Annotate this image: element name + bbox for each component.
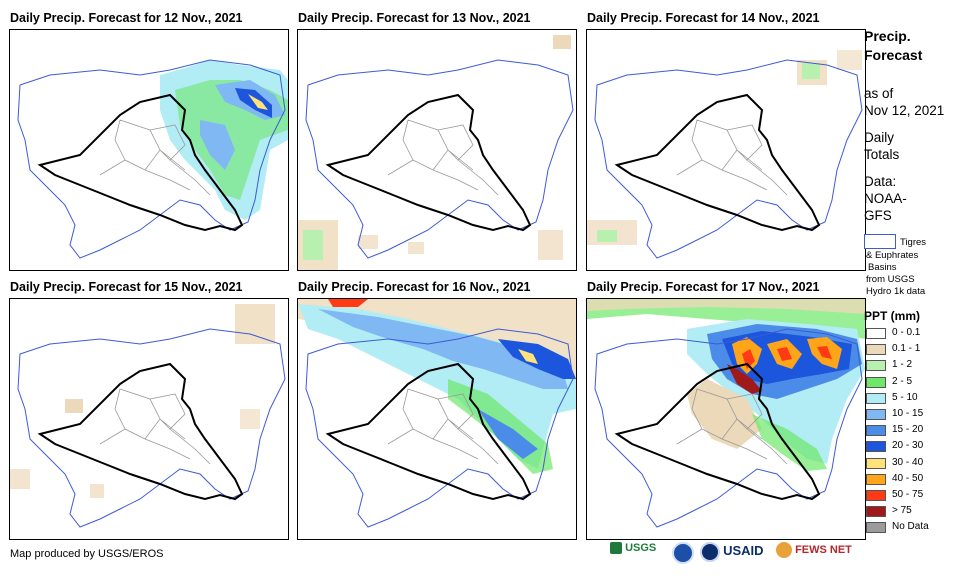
usaid-logo: USAID: [700, 542, 764, 562]
legend-label: No Data: [892, 521, 929, 533]
fews-net-logo: FEWS NET: [776, 542, 852, 558]
legend-label: 1 - 2: [892, 359, 913, 371]
usaid-seal-icon: [700, 542, 720, 562]
usgs-logo-text: USGS: [625, 542, 657, 554]
legend-swatch: [866, 376, 886, 388]
sidebar-title-line1: Precip.: [864, 28, 911, 44]
legend-label: 10 - 15: [892, 408, 924, 419]
legend-swatch: [866, 441, 886, 453]
usgs-logo-icon: [610, 542, 622, 555]
sidebar-data-line2: NOAA-: [864, 191, 907, 206]
legend-label: 15 - 20: [892, 424, 924, 436]
noaa-logo-icon: [672, 542, 694, 567]
legend-swatch: [866, 457, 886, 469]
legend-swatch: [866, 522, 886, 534]
legend-label: 30 - 40: [892, 456, 924, 468]
sidebar-daily-line2: Totals: [864, 147, 900, 162]
legend-label: 2 - 5: [892, 375, 913, 387]
legend-swatch: [866, 392, 886, 404]
sidebar-daily-line1: Daily: [864, 130, 895, 145]
forecast-map-13nov: [297, 29, 577, 271]
legend-swatch: [866, 360, 886, 372]
legend-label: 20 - 30: [892, 440, 924, 452]
legend-swatch: [866, 344, 886, 356]
legend-swatch: [866, 425, 886, 437]
legend-swatch: [866, 506, 886, 518]
legend-label: > 75: [892, 505, 912, 517]
sidebar-asof: as of Nov 12, 2021: [864, 85, 944, 119]
basin-legend-line1: Tigres: [900, 237, 927, 248]
sidebar-data-line1: Data:: [864, 174, 897, 189]
forecast-map-16nov: [297, 298, 577, 540]
panel-title-17nov: Daily Precip. Forecast for 17 Nov., 2021: [587, 280, 820, 294]
usaid-logo-text: USAID: [723, 542, 764, 558]
legend-label: 40 - 50: [892, 472, 924, 484]
sidebar-daily: Daily Totals: [864, 129, 899, 163]
fews-net-logo-text: FEWS NET: [795, 543, 852, 556]
map-credit: Map produced by USGS/EROS: [10, 548, 164, 560]
sidebar-title-line2: Forecast: [864, 47, 923, 63]
forecast-map-17nov: [586, 298, 866, 540]
legend-swatch: [866, 409, 886, 420]
forecast-map-15nov: [9, 298, 289, 540]
panel-title-14nov: Daily Precip. Forecast for 14 Nov., 2021: [587, 11, 820, 25]
sidebar-data-line3: GFS: [864, 208, 892, 223]
panel-title-13nov: Daily Precip. Forecast for 13 Nov., 2021: [298, 11, 531, 25]
forecast-map-12nov: [9, 29, 289, 271]
forecast-map-14nov: [586, 29, 866, 271]
basin-legend-line3: Basins: [868, 262, 897, 273]
panel-title-12nov: Daily Precip. Forecast for 12 Nov., 2021: [10, 11, 243, 25]
sidebar-asof-line1: as of: [864, 86, 894, 101]
basin-legend-line5: Hydro 1k data: [866, 286, 926, 297]
sidebar-data-source: Data: NOAA- GFS: [864, 173, 907, 224]
sidebar-asof-date: Nov 12, 2021: [864, 103, 945, 118]
legend-title: PPT (mm): [864, 309, 921, 323]
basin-legend-line4: from USGS: [866, 274, 915, 285]
panel-title-15nov: Daily Precip. Forecast for 15 Nov., 2021: [10, 280, 243, 294]
legend-swatch: [866, 490, 886, 501]
sidebar-title: Precip. Forecast: [864, 27, 922, 65]
legend-label: 50 - 75: [892, 489, 924, 500]
legend-label: 5 - 10: [892, 391, 918, 403]
legend-label: 0 - 0.1: [892, 327, 921, 338]
panel-title-16nov: Daily Precip. Forecast for 16 Nov., 2021: [298, 280, 531, 294]
usgs-logo: USGS: [610, 542, 657, 555]
legend-swatch: [866, 473, 886, 485]
basin-legend-swatch: [864, 234, 896, 249]
basin-legend-line2: & Euphrates: [866, 250, 919, 261]
fews-net-icon: [776, 542, 792, 558]
legend-label: 0.1 - 1: [892, 343, 921, 355]
legend-swatch: [866, 328, 886, 339]
